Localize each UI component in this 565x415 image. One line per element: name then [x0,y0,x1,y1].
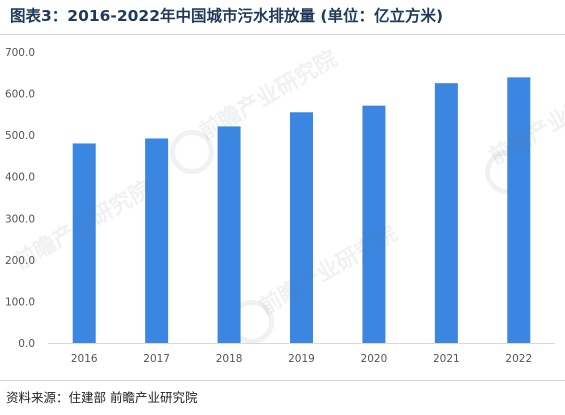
y-tick-label: 100.0 [5,296,35,308]
bar-2016 [72,143,96,343]
x-tick-label: 2016 [71,353,98,365]
y-tick-label: 600.0 [5,89,35,101]
x-tick-label: 2022 [505,353,532,365]
y-tick-label: 0.0 [18,338,35,350]
bar-2020 [362,105,386,344]
x-tick-label: 2017 [143,353,170,365]
source-note: 资料来源：住建部 前瞻产业研究院 [6,390,198,405]
title-divider [0,34,565,35]
y-tick-label: 400.0 [5,172,35,184]
x-tick-label: 2018 [216,353,243,365]
y-tick-label: 300.0 [5,213,35,225]
chart-title: 图表3：2016-2022年中国城市污水排放量 (单位：亿立方米) [10,7,444,25]
source-divider [0,380,565,381]
watermark-text: 前瞻产业研究院 [195,46,341,146]
x-tick-label: 2019 [288,353,315,365]
bar-2018 [217,126,241,343]
y-tick-label: 200.0 [5,255,35,267]
bar-2019 [290,112,313,344]
bar-2021 [434,83,458,343]
bar-2022 [507,77,531,343]
y-tick-label: 700.0 [5,47,35,59]
bar-2017 [145,138,169,343]
x-tick-label: 2020 [361,353,388,365]
y-tick-label: 500.0 [5,130,35,142]
x-tick-label: 2021 [433,353,460,365]
